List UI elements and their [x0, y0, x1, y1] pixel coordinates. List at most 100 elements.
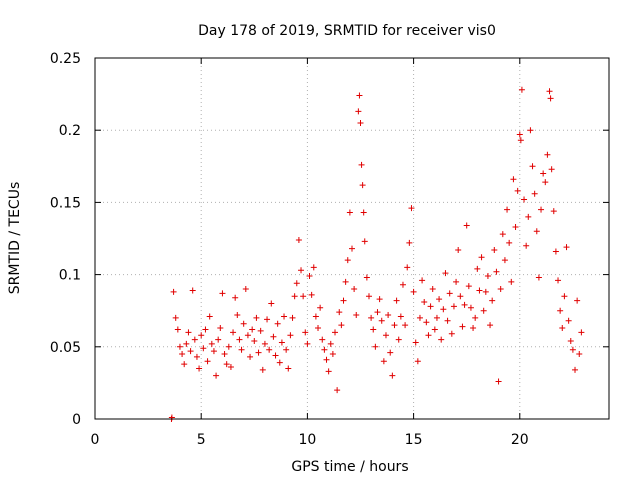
- data-point: [353, 312, 360, 319]
- data-point: [423, 319, 430, 326]
- data-point: [476, 287, 483, 294]
- data-point: [356, 92, 363, 99]
- data-point: [472, 314, 479, 321]
- data-point: [440, 306, 447, 313]
- x-tick-label: 20: [511, 432, 529, 448]
- data-point: [179, 351, 186, 358]
- data-point: [351, 286, 358, 293]
- data-point: [527, 127, 534, 134]
- x-tick-label: 5: [197, 432, 206, 448]
- data-point: [438, 336, 445, 343]
- data-point: [561, 293, 568, 300]
- data-point: [198, 332, 205, 339]
- data-point: [419, 277, 426, 284]
- data-point: [574, 297, 581, 304]
- x-axis-label: GPS time / hours: [291, 459, 408, 475]
- axis-ticks: 0 5 10 15 20 0 0.05 0.1 0.15 0.2 0.25: [50, 51, 609, 448]
- data-point: [518, 86, 525, 93]
- data-point: [548, 166, 555, 173]
- data-point: [544, 151, 551, 158]
- x-tick-label: 15: [405, 432, 423, 448]
- data-point: [484, 273, 491, 280]
- data-point: [340, 297, 347, 304]
- data-point: [457, 293, 464, 300]
- data-point: [249, 326, 256, 333]
- data-point: [517, 137, 524, 144]
- data-point: [285, 365, 292, 372]
- data-point: [385, 312, 392, 319]
- data-point: [370, 326, 377, 333]
- data-point: [431, 326, 438, 333]
- data-point: [508, 278, 515, 285]
- data-point: [289, 314, 296, 321]
- data-point: [300, 293, 307, 300]
- data-point: [257, 327, 264, 334]
- data-point: [298, 267, 305, 274]
- data-point: [525, 213, 532, 220]
- data-point: [181, 361, 188, 368]
- data-point: [410, 288, 417, 295]
- data-point: [478, 254, 485, 261]
- data-point: [359, 182, 366, 189]
- data-point: [170, 288, 177, 295]
- data-point: [259, 366, 266, 373]
- data-point: [512, 223, 519, 230]
- data-point: [542, 179, 549, 186]
- data-point: [189, 287, 196, 294]
- data-point: [493, 268, 500, 275]
- data-point: [176, 343, 183, 350]
- data-point: [563, 244, 570, 251]
- data-point: [281, 313, 288, 320]
- data-point: [200, 345, 207, 352]
- data-point: [358, 161, 365, 168]
- data-point: [425, 332, 432, 339]
- data-point: [489, 297, 496, 304]
- data-point: [215, 336, 222, 343]
- data-point: [225, 343, 232, 350]
- data-point: [276, 359, 283, 366]
- data-point: [529, 163, 536, 170]
- data-point: [230, 329, 237, 336]
- data-point: [187, 348, 194, 355]
- data-point: [174, 326, 181, 333]
- data-point: [559, 325, 566, 332]
- data-point: [360, 209, 367, 216]
- data-point: [448, 330, 455, 337]
- data-point: [295, 236, 302, 243]
- data-point: [317, 304, 324, 311]
- data-point: [555, 277, 562, 284]
- data-point: [363, 274, 370, 281]
- data-point: [393, 297, 400, 304]
- data-point: [210, 348, 217, 355]
- data-point: [219, 290, 226, 297]
- data-point: [474, 265, 481, 272]
- y-tick-label: 0.25: [50, 51, 81, 67]
- data-point: [552, 248, 559, 255]
- data-point: [421, 299, 428, 306]
- data-point: [406, 239, 413, 246]
- data-point: [533, 228, 540, 235]
- data-point: [391, 322, 398, 329]
- data-point: [202, 326, 209, 333]
- data-point: [310, 264, 317, 271]
- data-point: [463, 222, 470, 229]
- data-point: [264, 316, 271, 323]
- data-point: [346, 209, 353, 216]
- data-point: [334, 387, 341, 394]
- data-point: [293, 280, 300, 287]
- data-point: [487, 322, 494, 329]
- data-point: [433, 314, 440, 321]
- data-point: [408, 205, 415, 212]
- data-point: [547, 95, 554, 102]
- data-point: [327, 340, 334, 347]
- data-point: [321, 346, 328, 353]
- data-point: [399, 281, 406, 288]
- data-point: [196, 365, 203, 372]
- y-tick-label: 0.1: [59, 268, 81, 284]
- x-tick-label: 10: [298, 432, 316, 448]
- y-axis-label: SRMTID / TECUs: [7, 182, 23, 295]
- data-point: [465, 283, 472, 290]
- data-point: [278, 339, 285, 346]
- data-point: [349, 245, 355, 252]
- data-point: [535, 274, 542, 281]
